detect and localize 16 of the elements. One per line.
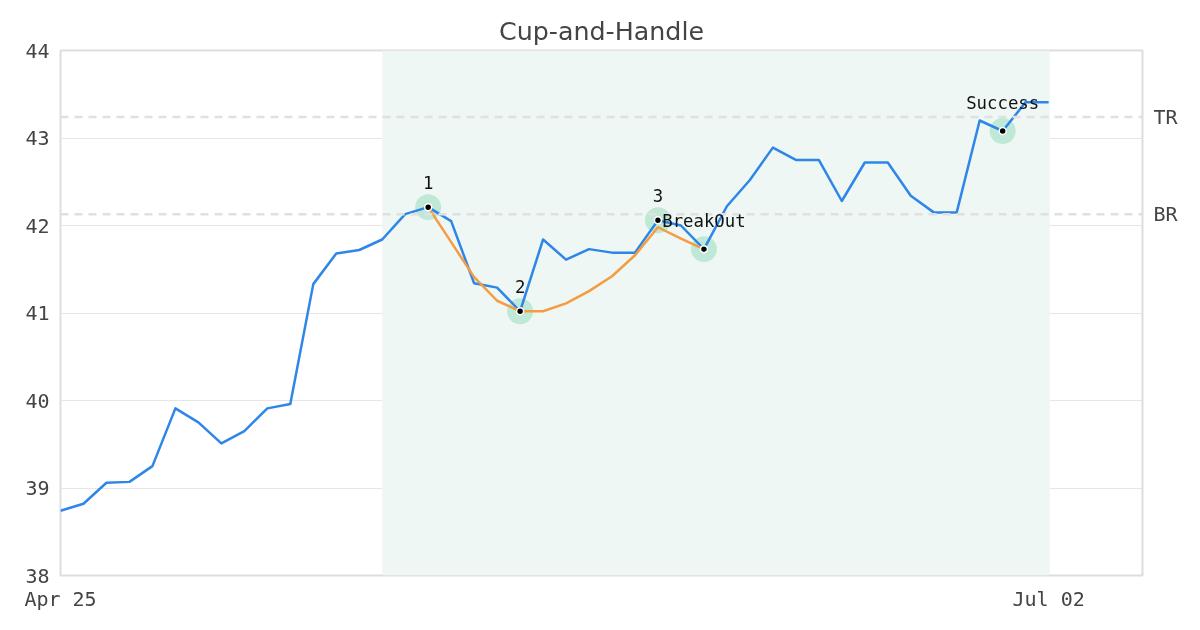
y-tick-label: 44 [25, 38, 50, 63]
y-tick-label: 39 [25, 476, 50, 500]
x-tick-label: Apr 25 [24, 586, 97, 611]
annotation: 1 [422, 173, 434, 194]
annotation: Success [966, 93, 1040, 113]
annotation: 3 [652, 186, 664, 207]
y-tick-label: 41 [25, 301, 50, 325]
chart-title: Cup-and-Handle [498, 15, 705, 46]
y-tick-label: 43 [25, 126, 50, 150]
annotation: 2 [514, 277, 526, 298]
ref-line-label: TR [1153, 105, 1179, 129]
ref-line-label: BR [1153, 202, 1179, 227]
y-tick-label: 40 [25, 388, 50, 413]
y-tick-label: 42 [25, 213, 50, 238]
y-tick-label: 38 [25, 563, 50, 588]
x-tick-label: Jul 02 [1012, 586, 1085, 611]
